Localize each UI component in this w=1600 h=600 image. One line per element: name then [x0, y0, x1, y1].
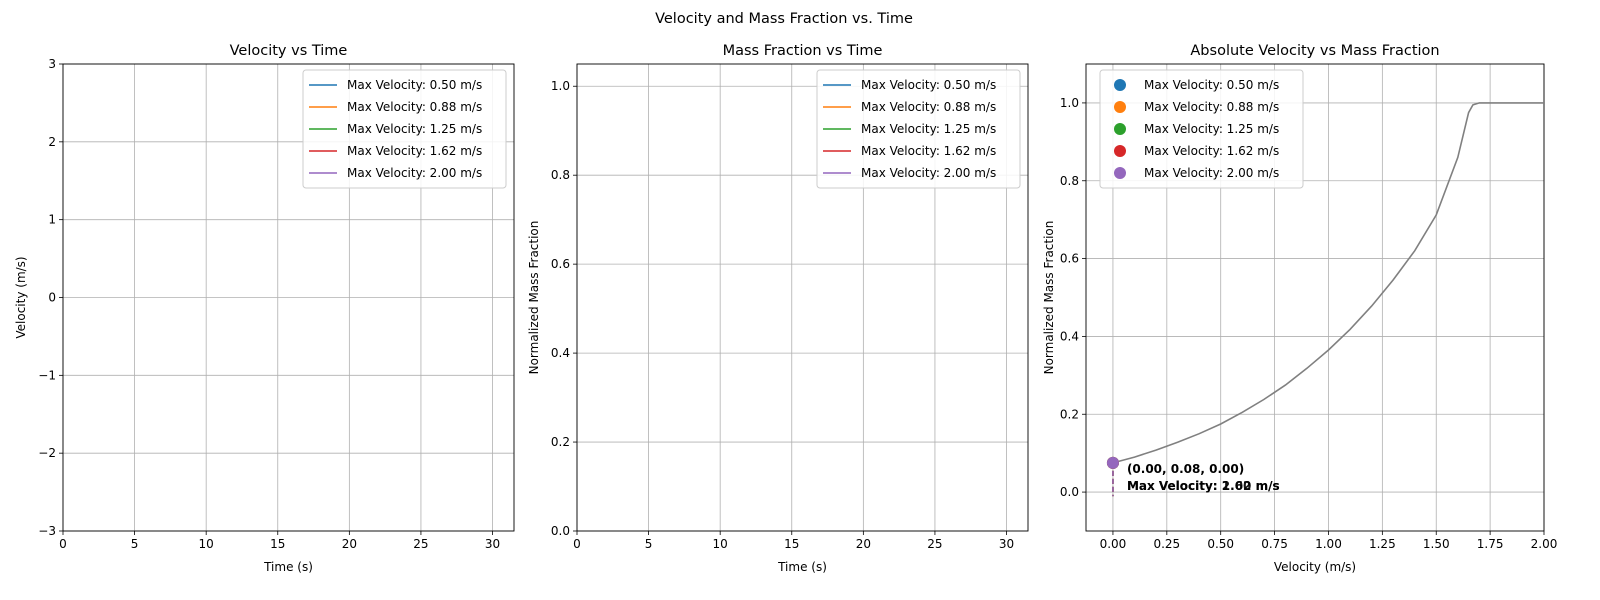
x-axis-label: Time (s): [777, 560, 827, 574]
y-tick-label: 0.6: [1060, 252, 1079, 266]
x-tick-label: 30: [485, 537, 500, 551]
y-tick-label: 0.0: [551, 524, 570, 538]
legend-label: Max Velocity: 0.50 m/s: [347, 78, 482, 92]
y-tick-label: 0.0: [1060, 485, 1079, 499]
x-tick-label: 15: [270, 537, 285, 551]
x-tick-label: 0.50: [1207, 537, 1234, 551]
legend-box: [816, 69, 1021, 189]
y-axis-label: Velocity (m/s): [14, 256, 28, 338]
x-tick-label: 20: [856, 537, 871, 551]
y-tick-label: 2: [48, 135, 56, 149]
chart-title: Mass Fraction vs Time: [723, 43, 883, 59]
chart-1: 0 5 10 15 20 25 30 −3 −2 −1 0 1 2 3 Velocity vs Time Ti…: [14, 43, 515, 574]
axes-frame: [576, 63, 1029, 532]
y-tick-label: 0: [48, 291, 56, 305]
point-annotations: (0.00, 0.08, 0.00) Max Velocity: 1.62 m/s…: [1127, 462, 1280, 493]
legend-label: Max Velocity: 0.50 m/s: [1144, 78, 1279, 92]
x-axis-label: Velocity (m/s): [1274, 560, 1356, 574]
x-tick-label: 0: [573, 537, 581, 551]
legend-label: Max Velocity: 2.00 m/s: [1144, 166, 1279, 180]
legend-marker: [1114, 79, 1126, 91]
legend-label: Max Velocity: 1.25 m/s: [347, 122, 482, 136]
y-tick-label: 1.0: [551, 79, 570, 93]
annotation-coords: (0.00, 0.08, 0.00): [1127, 462, 1244, 476]
x-tick-label: 1.50: [1423, 537, 1450, 551]
legend: Max Velocity: 0.50 m/s Max Velocity: 0.88…: [302, 69, 507, 189]
y-tick-label: 1: [48, 213, 56, 227]
chart-2: 0 5 10 15 20 25 30 0.0 0.2 0.4 0.6 0.8 1.0 Mass Fract…: [527, 43, 1029, 574]
y-tick-label: 0.4: [1060, 329, 1079, 343]
legend: Max Velocity: 0.50 m/s Max Velocity: 0.88…: [816, 69, 1021, 189]
legend-label: Max Velocity: 1.62 m/s: [861, 144, 996, 158]
figure-suptitle: Velocity and Mass Fraction vs. Time: [655, 11, 913, 27]
legend-label: Max Velocity: 2.00 m/s: [347, 166, 482, 180]
legend-label: Max Velocity: 1.62 m/s: [1144, 144, 1279, 158]
x-tick-label: 10: [199, 537, 214, 551]
annotation-label: Max Velocity: 1.62 m/s: [1127, 479, 1280, 493]
x-tick-label: 1.00: [1315, 537, 1342, 551]
y-axis-label: Normalized Mass Fraction: [1042, 221, 1056, 375]
legend: Max Velocity: 0.50 m/s Max Velocity: 0.88…: [1099, 69, 1304, 189]
data-point: [1106, 456, 1119, 469]
x-tick-label: 0.00: [1100, 537, 1127, 551]
axes-frame: [1085, 63, 1545, 532]
x-tick-label: 20: [342, 537, 357, 551]
x-tick-label: 5: [645, 537, 653, 551]
y-tick-label: 0.8: [551, 168, 570, 182]
legend-marker: [1114, 167, 1126, 179]
y-axis-label: Normalized Mass Fraction: [527, 221, 541, 375]
x-tick-label: 30: [999, 537, 1014, 551]
annotation-label: Max Velocity: 2.00 m/s: [1127, 479, 1280, 493]
legend-label: Max Velocity: 0.88 m/s: [861, 100, 996, 114]
y-tick-label: −2: [38, 446, 56, 460]
x-tick-label: 0.75: [1261, 537, 1288, 551]
legend-label: Max Velocity: 0.88 m/s: [347, 100, 482, 114]
x-tick-label: 0.25: [1153, 537, 1180, 551]
legend-label: Max Velocity: 0.50 m/s: [861, 78, 996, 92]
x-tick-label: 1.75: [1477, 537, 1504, 551]
x-tick-label: 25: [413, 537, 428, 551]
y-tick-label: −1: [38, 368, 56, 382]
legend-label: Max Velocity: 1.25 m/s: [1144, 122, 1279, 136]
y-tick-label: 0.8: [1060, 174, 1079, 188]
y-tick-label: 0.6: [551, 257, 570, 271]
chart-title: Absolute Velocity vs Mass Fraction: [1190, 43, 1439, 59]
legend-label: Max Velocity: 1.25 m/s: [861, 122, 996, 136]
chart-3: 0.00 0.25 0.50 0.75 1.00 1.25 1.50 1.75 2.00 0.0 0…: [1042, 43, 1557, 574]
legend-box: [1099, 69, 1304, 189]
legend-marker: [1114, 145, 1126, 157]
mass-fraction-curve: [1112, 102, 1544, 464]
legend-label: Max Velocity: 1.62 m/s: [347, 144, 482, 158]
x-tick-label: 10: [713, 537, 728, 551]
y-tick-label: 0.2: [551, 435, 570, 449]
x-tick-label: 25: [927, 537, 942, 551]
y-tick-label: 1.0: [1060, 96, 1079, 110]
chart-title: Velocity vs Time: [230, 43, 348, 59]
legend-box: [302, 69, 507, 189]
legend-marker: [1114, 101, 1126, 113]
legend-label: Max Velocity: 0.88 m/s: [1144, 100, 1279, 114]
legend-marker: [1114, 123, 1126, 135]
x-tick-label: 1.25: [1369, 537, 1396, 551]
x-tick-label: 0: [59, 537, 67, 551]
y-tick-label: −3: [38, 524, 56, 538]
x-tick-label: 5: [131, 537, 139, 551]
x-axis-label: Time (s): [263, 560, 313, 574]
x-tick-label: 15: [784, 537, 799, 551]
x-tick-label: 2.00: [1531, 537, 1558, 551]
y-tick-label: 0.4: [551, 346, 570, 360]
y-tick-label: 0.2: [1060, 407, 1079, 421]
legend-label: Max Velocity: 2.00 m/s: [861, 166, 996, 180]
y-tick-label: 3: [48, 57, 56, 71]
